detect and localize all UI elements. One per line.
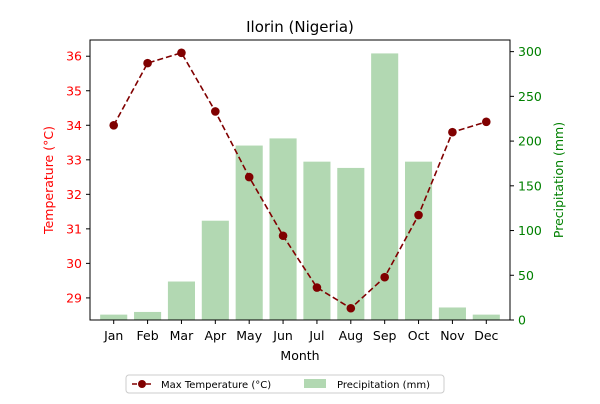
right-axis-label: Precipitation (mm) [551,122,566,238]
temperature-point-sep [380,272,389,282]
temperature-point-dec [481,117,491,127]
x-tick-label: Feb [137,328,159,343]
right-tick-label: 50 [518,268,534,283]
x-tick-label: Nov [440,328,465,343]
precipitation-bar-mar [167,281,195,320]
legend: Max Temperature (°C) Precipitation (mm) [125,374,445,394]
precipitation-bar-apr [201,220,229,320]
x-tick-label: Sep [373,328,397,343]
x-tick-label: Dec [474,328,498,343]
right-tick-label: 100 [518,223,542,238]
legend-label-temperature: Max Temperature (°C) [161,380,271,391]
legend-bar-swatch [304,379,326,388]
temperature-point-jun [278,231,288,241]
temperature-line [109,48,491,313]
plot-frame [89,39,511,321]
left-tick-label: 34 [66,118,82,133]
precipitation-bar-dec [472,314,500,320]
left-tick-label: 31 [66,221,82,236]
temperature-point-may [244,172,254,182]
legend-label-precipitation: Precipitation (mm) [337,380,430,391]
right-tick-label: 200 [518,134,542,149]
temperature-point-jul [312,283,322,292]
left-tick-label: 29 [66,290,82,305]
temperature-point-jan [109,120,119,130]
legend-marker-swatch [138,380,146,388]
x-axis-label: Month [280,348,319,363]
x-tick-label: Jun [272,328,293,343]
x-tick-label: Aug [339,328,363,343]
legend-box [125,374,445,394]
left-tick-label: 36 [66,49,82,64]
x-tick-label: Apr [205,328,227,343]
temperature-line-path [113,51,487,310]
left-tick-label: 33 [66,152,82,167]
chart-title: Ilorin (Nigeria) [246,18,354,36]
precipitation-bar-may [235,145,263,320]
temperature-point-mar [177,48,186,58]
precipitation-bar-oct [405,161,433,320]
x-tick-label: Jul [308,328,324,343]
right-tick-label: 250 [518,89,542,104]
precipitation-bar-jan [100,314,128,320]
right-tick-label: 300 [518,44,542,59]
precipitation-bar-nov [438,307,466,320]
precipitation-bar-jul [303,161,331,320]
temperature-point-nov [448,127,457,137]
right-tick-label: 150 [518,178,542,193]
x-tick-label: Oct [408,328,430,343]
right-tick-label: 0 [518,313,526,328]
temperature-point-apr [211,107,220,116]
precipitation-bar-aug [337,167,365,320]
temperature-point-aug [346,303,356,313]
precipitation-bars [100,53,500,321]
x-tick-label: May [236,328,262,343]
axes: Jan Feb Mar Apr May Jun Jul Aug Sep Oct Nov Dec 29 30… [66,39,542,343]
x-tick-label: Jan [103,328,123,343]
left-tick-label: 32 [66,187,82,202]
precipitation-bar-jun [269,138,297,320]
left-tick-label: 30 [66,256,82,271]
temperature-point-feb [143,58,152,68]
x-tick-label: Mar [170,328,194,343]
precipitation-bar-feb [134,311,162,320]
left-tick-label: 35 [66,83,82,98]
left-axis-label: Temperature (°C) [41,126,56,235]
temperature-point-oct [414,210,423,220]
